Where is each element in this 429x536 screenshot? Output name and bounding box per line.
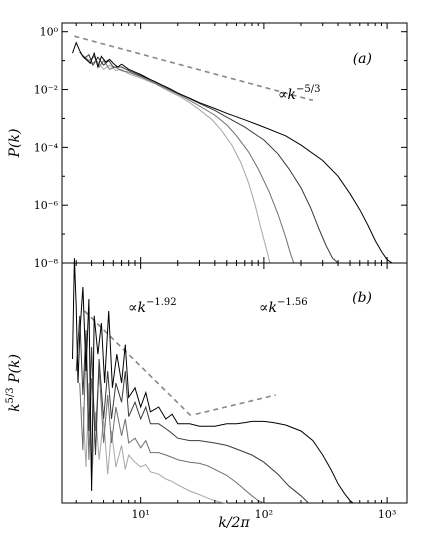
panel-a-annotation-exponent: −5/3 [296, 84, 320, 95]
panel-b-slope-annotation-1: ∝k−1.92 [128, 297, 177, 316]
panel-b-reference-lines [83, 310, 276, 418]
x-axis-label: k/2π [218, 515, 250, 531]
y-tick-label: 10⁻² [34, 84, 58, 97]
panel-b-series-line-4 [82, 382, 227, 504]
panel-b-frame [61, 262, 408, 504]
panel-b-x-ticks: 10¹ 10² 10³ [75, 263, 396, 521]
panel-a-label: (a) [353, 51, 372, 67]
y-tick-label: 10⁰ [40, 26, 59, 39]
panel-b-series [72, 258, 354, 504]
panel-b-y-axis-label-base: k [7, 403, 23, 411]
panel-a-slope-annotation: ∝k−5/3 [278, 84, 320, 103]
panel-a: 10⁰ 10⁻² 10⁻⁴ 10⁻⁶ 10⁻⁸ (a) ∝k−5/3 P(k) [7, 22, 408, 270]
panel-b-annotation-2-base: k [268, 300, 276, 316]
panel-b-reference-line-2 [195, 394, 276, 415]
x-tick-label: 10³ [378, 508, 396, 521]
y-tick-label: 10⁻⁶ [34, 199, 59, 212]
panel-b-annotation-2-exponent: −1.56 [277, 297, 308, 308]
panel-a-series-line-3 [82, 55, 295, 264]
x-tick-label: 10¹ [131, 508, 149, 521]
panel-b-series-line-1 [72, 258, 354, 504]
panel-a-annotation-prefix: ∝ [278, 87, 287, 103]
panel-a-x-ticks [75, 23, 388, 263]
panel-b-annotation-2-prefix: ∝ [259, 300, 268, 316]
panel-b-slope-annotation-2: ∝k−1.56 [259, 297, 308, 316]
panel-a-y-axis-label: P(k) [7, 129, 23, 159]
panel-b-reference-line-1 [83, 310, 193, 418]
panel-b-series-line-3 [79, 339, 265, 504]
panel-b-y-axis-label: k5/3 P(k) [5, 354, 23, 412]
panel-b-series-line-2 [75, 315, 309, 504]
panel-b-y-axis-label-exponent: 5/3 [5, 387, 16, 403]
panel-b-annotation-1-base: k [137, 300, 145, 316]
panel-b-y-axis-label-rest: P(k) [7, 354, 23, 387]
panel-b: 10¹ 10² 10³ (b) ∝k−1.92 ∝k−1.56 k5/3 P(k) … [5, 258, 408, 531]
panel-b-annotation-1-exponent: −1.92 [146, 297, 177, 308]
y-tick-label: 10⁻⁸ [34, 257, 59, 270]
panel-a-y-ticks: 10⁰ 10⁻² 10⁻⁴ 10⁻⁶ 10⁻⁸ [34, 26, 407, 270]
panel-a-series-line-4 [85, 57, 271, 264]
panel-a-annotation-base: k [287, 87, 295, 103]
panel-a-series-line-1 [72, 41, 393, 264]
panel-a-series [72, 41, 393, 264]
panel-b-label: (b) [352, 290, 372, 306]
panel-b-annotation-1-prefix: ∝ [128, 300, 137, 316]
x-tick-label: 10² [255, 508, 273, 521]
y-tick-label: 10⁻⁴ [34, 141, 59, 154]
